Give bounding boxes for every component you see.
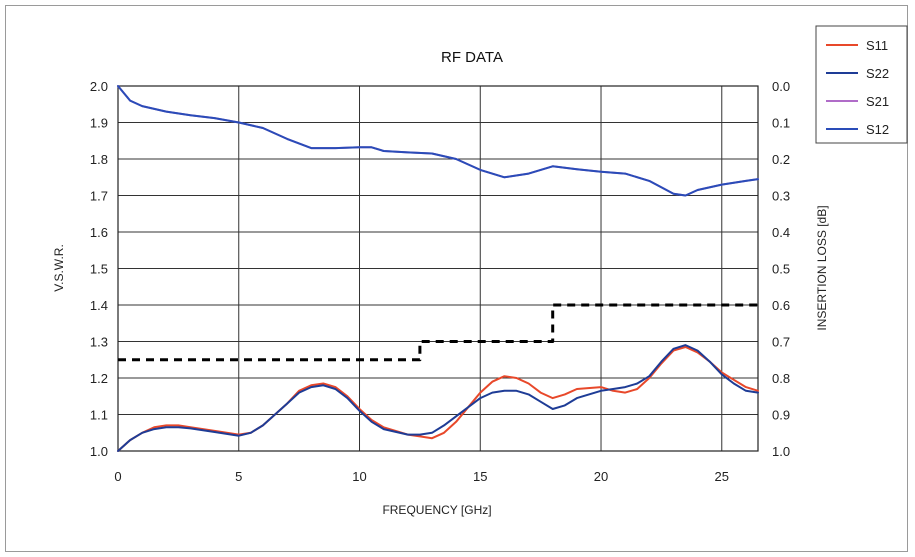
y2-tick-label: 0.2	[772, 152, 790, 167]
chart-title: RF DATA	[441, 49, 503, 66]
legend-label: S22	[866, 66, 889, 81]
y2-tick-label: 1.0	[772, 444, 790, 459]
tick-labels: 0 5 10 15 20 25 1.0 1.1 1.2 1.3 1.4 1.5 1.6 1.7 1.8 1.9…	[90, 79, 790, 484]
x-tick-label: 0	[114, 469, 121, 484]
legend-label: S21	[866, 94, 889, 109]
y-tick-label: 1.6	[90, 225, 108, 240]
y2-tick-label: 0.9	[772, 408, 790, 423]
legend-label: S11	[866, 38, 888, 53]
legend-box	[815, 25, 908, 144]
y-axis-title: V.S.W.R.	[52, 244, 66, 292]
y2-tick-label: 0.1	[772, 116, 790, 131]
y2-tick-label: 0.3	[772, 189, 790, 204]
y-tick-label: 1.5	[90, 262, 108, 277]
y2-tick-label: 0.8	[772, 371, 790, 386]
y-tick-label: 1.2	[90, 371, 108, 386]
series-s11-line	[117, 346, 759, 452]
series-s22-line	[117, 344, 759, 452]
y2-tick-label: 0.4	[772, 225, 790, 240]
x-axis-title: FREQUENCY [GHz]	[382, 503, 491, 517]
x-tick-label: 5	[235, 469, 242, 484]
plot-border	[117, 85, 759, 452]
legend-label: S12	[866, 122, 889, 137]
legend: S11 S22 S21 S12	[815, 25, 908, 144]
y-tick-label: 1.3	[90, 335, 108, 350]
legend-item-s22: S22	[826, 66, 889, 81]
series-s12-line	[117, 85, 759, 197]
y2-tick-label: 0.0	[772, 79, 790, 94]
x-tick-label: 25	[715, 469, 729, 484]
grid-layer	[118, 86, 758, 451]
y-tick-label: 1.9	[90, 116, 108, 131]
y2-tick-label: 0.6	[772, 298, 790, 313]
y2-tick-label: 0.7	[772, 335, 790, 350]
y-tick-label: 1.4	[90, 298, 108, 313]
y-tick-label: 2.0	[90, 79, 108, 94]
y-tick-label: 1.0	[90, 444, 108, 459]
x-tick-label: 20	[594, 469, 608, 484]
y-tick-label: 1.8	[90, 152, 108, 167]
legend-item-s11: S11	[826, 38, 888, 53]
y2-axis-title: INSERTION LOSS [dB]	[815, 205, 829, 330]
x-tick-label: 15	[473, 469, 487, 484]
legend-item-s12: S12	[826, 122, 889, 137]
legend-item-s21: S21	[826, 94, 889, 109]
y2-tick-label: 0.5	[772, 262, 790, 277]
series-layer	[117, 85, 759, 452]
y-tick-label: 1.7	[90, 189, 108, 204]
plot-border-rect	[117, 85, 759, 452]
limit-step-line	[118, 303, 758, 362]
x-tick-label: 10	[352, 469, 366, 484]
y-tick-label: 1.1	[90, 408, 108, 423]
